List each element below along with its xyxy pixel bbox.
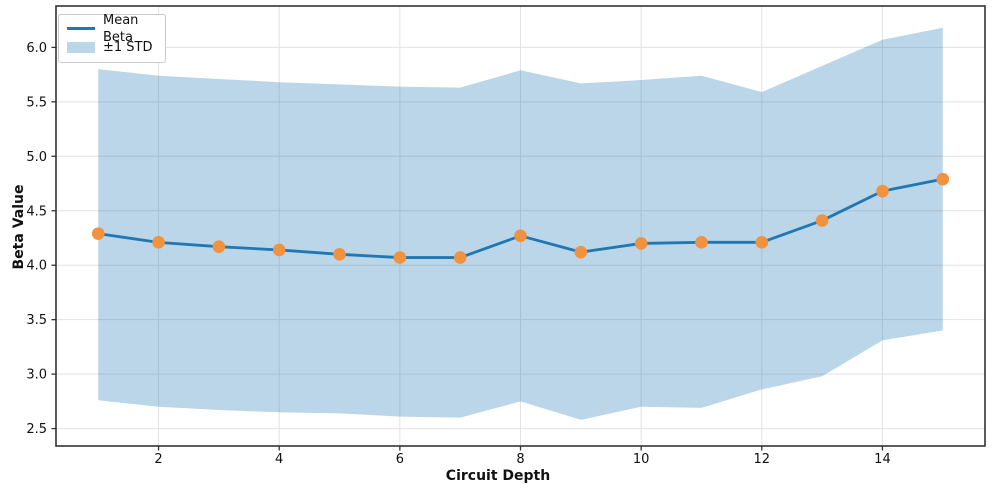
y-tick-label: 4.0 [26,259,47,274]
data-point-marker [152,236,165,249]
data-point-marker [876,184,889,198]
data-point-marker [333,248,346,261]
std-band-swatch-icon [67,42,95,53]
y-tick-label: 5.0 [26,150,47,165]
legend-item-mean-beta: Mean Beta [67,13,157,45]
data-point-marker [815,214,829,227]
data-point-marker [695,236,708,249]
data-point-marker [755,236,769,249]
x-tick-label: 6 [396,452,404,467]
data-point-marker [514,229,527,243]
x-axis-label: Circuit Depth [445,468,551,484]
x-tick-label: 8 [516,452,524,467]
data-point-marker [574,245,588,259]
data-point-marker [393,251,407,264]
legend-label-mean-beta: Mean Beta [103,12,139,45]
data-point-marker [634,237,648,250]
data-point-marker [212,240,226,253]
x-tick-label: 2 [154,452,162,467]
y-tick-label: 6.0 [26,41,47,56]
legend-label-std-band: ±1 STD [103,40,153,55]
data-point-marker [272,243,286,257]
mean-line-swatch-icon [67,27,95,30]
legend: Mean Beta ±1 STD [58,13,166,63]
y-tick-label: 5.5 [26,95,47,110]
y-axis-label: Beta Value [11,184,27,270]
y-tick-label: 3.0 [26,368,47,383]
std-band-area [98,27,943,420]
x-tick-label: 10 [633,452,650,467]
y-tick-label: 2.5 [26,422,47,437]
y-tick-label: 3.5 [26,313,47,328]
x-tick-label: 14 [874,452,891,467]
x-tick-label: 12 [754,452,771,467]
legend-item-std-band: ±1 STD [67,39,157,56]
data-point-marker [91,227,105,240]
y-tick-label: 4.5 [26,204,47,219]
data-point-marker [936,172,950,186]
x-tick-label: 4 [275,452,283,467]
data-point-marker [453,251,467,264]
